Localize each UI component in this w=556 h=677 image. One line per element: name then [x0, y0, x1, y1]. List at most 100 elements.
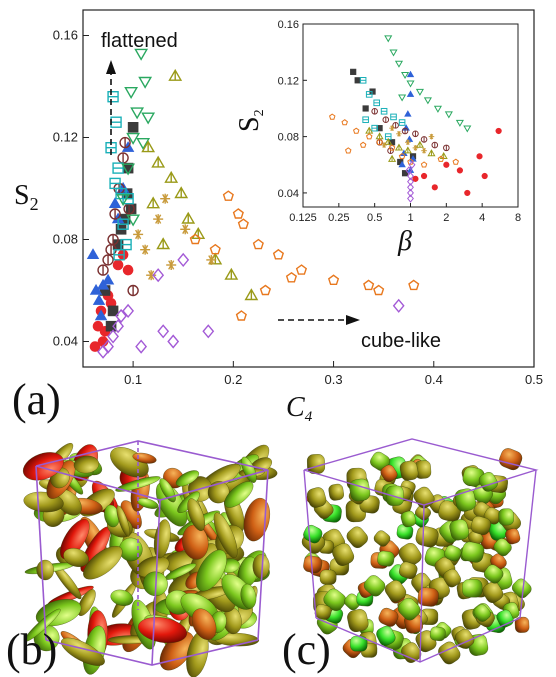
inset-data-point — [412, 145, 419, 151]
inset-data-point — [406, 90, 415, 97]
data-point — [157, 324, 170, 339]
cube-like-particle — [498, 508, 514, 526]
data-point — [102, 339, 114, 354]
data-point — [115, 308, 127, 324]
inset-data-point — [359, 77, 367, 84]
data-point — [373, 284, 385, 296]
cube-like-particle — [377, 550, 395, 567]
data-point — [160, 193, 171, 204]
flattened-particle — [77, 589, 96, 616]
data-point — [222, 190, 234, 201]
inset-x-tick-label: 4 — [479, 212, 485, 224]
cube-like-particle — [438, 500, 462, 522]
inset-data-point — [359, 141, 367, 148]
cube-like-particle — [376, 625, 396, 646]
inset-x-ticks: 0.125 0.25 0.5 1 2 4 8 — [289, 203, 521, 224]
inset-data-point — [365, 126, 374, 134]
flattened-particle — [116, 505, 130, 537]
panel-label-c: (c) — [282, 625, 331, 674]
inset-data-point — [341, 119, 348, 126]
data-point — [164, 170, 179, 183]
inset-data-point — [455, 119, 464, 127]
cube-like-particle — [449, 519, 470, 541]
cube-like-particle — [380, 464, 398, 483]
data-point — [408, 279, 420, 291]
data-point — [97, 264, 109, 276]
inset-y-tick-label: 0.16 — [278, 19, 299, 31]
cube-like-particle — [484, 564, 504, 584]
flattened-particle — [63, 548, 89, 567]
main-x-tick-label: 0.4 — [425, 372, 443, 387]
inset-y-axis-label: S2 — [234, 109, 267, 132]
flattened-label: flattened — [101, 30, 178, 52]
inset-data-point — [406, 70, 415, 78]
cube-like-particle — [443, 568, 461, 588]
flattened-particle — [119, 537, 143, 562]
inset-x-tick-label: 0.25 — [328, 212, 349, 224]
main-y-tick-label: 0.04 — [53, 334, 78, 349]
inset-data-point — [407, 158, 414, 165]
cube-like-particle — [385, 485, 404, 506]
inset-data-point — [388, 144, 396, 151]
inset-data-point — [398, 94, 407, 102]
data-point — [117, 218, 129, 230]
cube-like-particle — [378, 607, 399, 627]
data-point — [112, 162, 124, 174]
data-point — [126, 214, 141, 227]
cube-like-particle — [462, 579, 483, 598]
inset-data-point — [376, 138, 383, 145]
inset-points — [329, 35, 502, 203]
inset-data-point — [345, 147, 352, 154]
cube-like-label: cube-like — [361, 330, 441, 352]
data-point — [122, 264, 134, 276]
data-point — [116, 194, 130, 207]
flattened-particle — [60, 519, 90, 560]
data-point — [109, 208, 121, 220]
data-point — [327, 274, 340, 285]
data-point — [86, 248, 100, 260]
cube-like-particle — [514, 616, 530, 633]
particle-box-b — [22, 440, 278, 677]
data-point — [152, 268, 165, 283]
data-point — [92, 294, 106, 305]
flattened-particle — [187, 498, 205, 531]
data-point — [272, 248, 285, 260]
data-point — [134, 48, 149, 61]
inset-data-point — [456, 167, 463, 174]
flattened-particle — [175, 470, 199, 487]
cube-like-particle — [363, 575, 386, 597]
inset-data-point — [464, 189, 471, 197]
cube-like-particle — [461, 541, 485, 563]
inset-data-point — [362, 116, 369, 124]
inset-data-point — [420, 136, 428, 143]
inset-data-point — [396, 131, 402, 137]
inset-data-point — [371, 107, 378, 115]
flattened-particle — [191, 608, 217, 640]
inset-data-point — [444, 111, 453, 119]
cube-like-particle — [444, 545, 462, 562]
main-x-tick-label: 0.3 — [325, 372, 343, 387]
data-point — [105, 320, 117, 332]
inset-data-point — [408, 160, 416, 169]
inset-x-tick-label: 8 — [515, 212, 521, 224]
flattened-particle — [195, 549, 227, 592]
inset-x-tick-label: 1 — [407, 212, 413, 224]
inset-data-point — [415, 88, 424, 96]
data-point — [110, 116, 122, 128]
data-point — [168, 68, 183, 81]
data-point — [181, 211, 196, 224]
cube-like-particle — [398, 542, 422, 567]
data-point — [112, 259, 124, 271]
cube-like-particle — [373, 530, 391, 547]
cube-like-particle — [512, 578, 532, 599]
flattened-particle — [224, 481, 254, 508]
inset-data-point — [443, 144, 450, 152]
data-point — [127, 122, 139, 133]
cube-like-particle — [473, 604, 491, 622]
inset-y-ticks: 0.04 0.08 0.12 0.16 — [278, 19, 307, 200]
main-x-label-sub: 4 — [305, 409, 313, 425]
inset-data-point — [394, 143, 404, 151]
main-x-tick-label: 0.1 — [124, 372, 142, 387]
cube-like-particle — [400, 510, 417, 528]
flattened-particle — [60, 637, 105, 666]
